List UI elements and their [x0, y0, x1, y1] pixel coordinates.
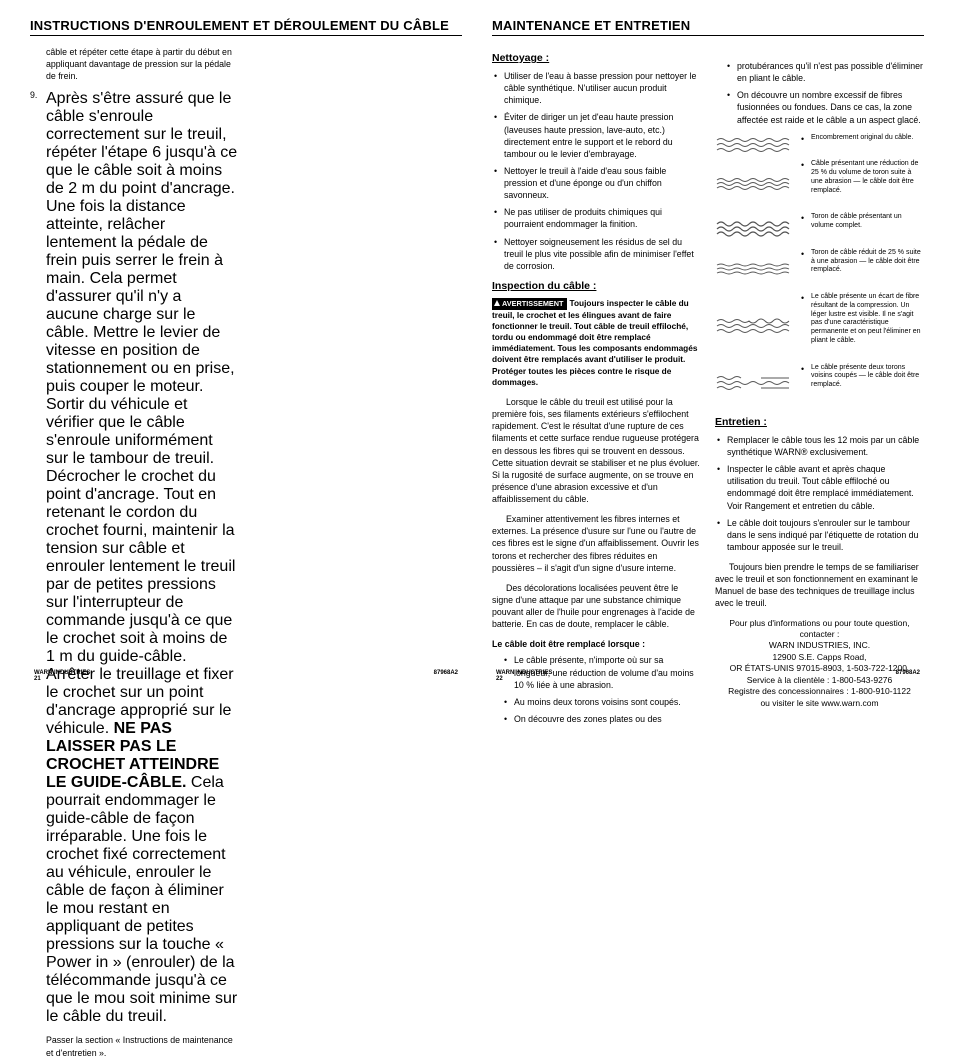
contact-line: Registre des concessionnaires : 1-800-91…: [715, 686, 924, 697]
rope-icon: [715, 317, 793, 335]
rope-label: Le câble présente deux torons voisins co…: [799, 364, 924, 390]
rope-row: Encombrement original du câble.: [715, 134, 924, 156]
clean-item: Nettoyer le treuil à l'aide d'eau sous f…: [492, 165, 701, 201]
rope-row: Toron de câble réduit de 25 % suite à un…: [715, 249, 924, 288]
ent-heading: Entretien :: [715, 416, 924, 428]
rope-label: Câble présentant une réduction de 25 % d…: [799, 160, 924, 195]
warning-icon: AVERTISSEMENT: [492, 298, 567, 310]
ent-item: Remplacer le câble tous les 12 mois par …: [715, 434, 924, 458]
page-right: MAINTENANCE ET ENTRETIEN Nettoyage : Uti…: [492, 18, 924, 682]
rope-row: Le câble présente deux torons voisins co…: [715, 364, 924, 403]
replace-heading: Le câble doit être remplacé lorsque :: [492, 638, 701, 650]
page-left: INSTRUCTIONS D'ENROULEMENT ET DÉROULEMEN…: [30, 18, 462, 682]
left-p-last: Passer la section « Instructions de main…: [30, 1034, 238, 1058]
rope-label: Toron de câble présentant un volume comp…: [799, 213, 924, 231]
contact-intro: Pour plus d'informations ou pour toute q…: [715, 618, 924, 641]
page-spread: INSTRUCTIONS D'ENROULEMENT ET DÉROULEMEN…: [30, 18, 924, 682]
ent-item: Le câble doit toujours s'enrouler sur le…: [715, 517, 924, 553]
right-col-left: Nettoyage : Utiliser de l'eau à basse pr…: [492, 46, 701, 733]
contact-line: ou visiter le site www.warn.com: [715, 698, 924, 709]
insp-p3: Des décolorations localisées peuvent êtr…: [492, 582, 701, 631]
replace-cont-list: protubérances qu'il n'est pas possible d…: [715, 60, 924, 126]
left-p1: câble et répéter cette étape à partir du…: [30, 46, 238, 82]
rope-label: Le câble présente un écart de fibre résu…: [799, 293, 924, 346]
left-item-9-text: Après s'être assuré que le câble s'enrou…: [46, 90, 238, 1026]
clean-item: Nettoyer soigneusement les résidus de se…: [492, 236, 701, 272]
rope-icon: [715, 260, 793, 278]
replace-item: Au moins deux torons voisins sont coupés…: [502, 696, 701, 708]
right-title: MAINTENANCE ET ENTRETIEN: [492, 18, 924, 36]
clean-list: Utiliser de l'eau à basse pression pour …: [492, 70, 701, 272]
footer-code: 87968A2: [434, 670, 458, 682]
replace-item: protubérances qu'il n'est pas possible d…: [725, 60, 924, 84]
rope-row: Toron de câble présentant un volume comp…: [715, 213, 924, 244]
footer-brand: WARN INDUSTRIES22: [496, 670, 552, 682]
rope-icon: [715, 374, 793, 392]
right-footer: WARN INDUSTRIES22 87968A2: [492, 670, 924, 682]
rope-icon: [715, 175, 793, 193]
rope-row: Le câble présente un écart de fibre résu…: [715, 293, 924, 359]
clean-heading: Nettoyage :: [492, 52, 701, 64]
right-col-right: protubérances qu'il n'est pas possible d…: [715, 46, 924, 733]
warning-block: AVERTISSEMENTToujours inspecter le câble…: [492, 298, 701, 388]
left-footer: WARN INDUSTRIES21 87968A2: [30, 670, 462, 682]
left-item-9: 9. Après s'être assuré que le câble s'en…: [30, 90, 238, 1026]
rope-diagram: Encombrement original du câble. Câble pr…: [715, 134, 924, 406]
left-title: INSTRUCTIONS D'ENROULEMENT ET DÉROULEMEN…: [30, 18, 462, 36]
insp-heading: Inspection du câble :: [492, 280, 701, 292]
replace-list: Le câble présente, n'importe où sur sa l…: [492, 654, 701, 725]
num-9: 9.: [30, 90, 40, 1026]
clean-item: Ne pas utiliser de produits chimiques qu…: [492, 206, 701, 230]
footer-brand: WARN INDUSTRIES21: [34, 670, 90, 682]
rope-row: Câble présentant une réduction de 25 % d…: [715, 160, 924, 208]
rope-label: Toron de câble réduit de 25 % suite à un…: [799, 249, 924, 275]
footer-code: 87968A2: [896, 670, 920, 682]
clean-item: Utiliser de l'eau à basse pression pour …: [492, 70, 701, 106]
rope-icon: [715, 136, 793, 154]
ent-item: Inspecter le câble avant et après chaque…: [715, 463, 924, 512]
ent-para: Toujours bien prendre le temps de se fam…: [715, 561, 924, 610]
replace-item: On découvre un nombre excessif de fibres…: [725, 89, 924, 125]
insp-p2: Examiner attentivement les fibres intern…: [492, 513, 701, 574]
contact-block: Pour plus d'informations ou pour toute q…: [715, 618, 924, 710]
clean-item: Éviter de diriger un jet d'eau haute pre…: [492, 111, 701, 160]
replace-item: On découvre des zones plates ou des: [502, 713, 701, 725]
contact-line: 12900 S.E. Capps Road,: [715, 652, 924, 663]
insp-p1: Lorsque le câble du treuil est utilisé p…: [492, 396, 701, 505]
contact-line: WARN INDUSTRIES, INC.: [715, 640, 924, 651]
ent-list: Remplacer le câble tous les 12 mois par …: [715, 434, 924, 553]
rope-icon: [715, 220, 793, 238]
rope-label: Encombrement original du câble.: [799, 134, 924, 143]
